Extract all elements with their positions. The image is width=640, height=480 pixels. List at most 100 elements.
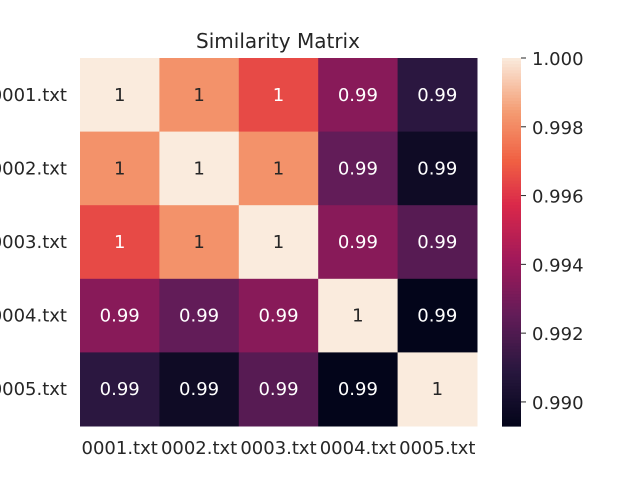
colorbar-slice (502, 315, 521, 320)
colorbar-slice (502, 177, 521, 182)
colorbar-slice (502, 67, 521, 71)
colorbar-slice (502, 281, 521, 286)
heatmap-cell-r2-c2 (159, 131, 240, 206)
colorbar-slice (502, 392, 521, 396)
heatmap-cell-r4-c4 (318, 278, 399, 353)
cell-label-r5-c2: 0.99 (179, 379, 219, 400)
colorbar (502, 58, 521, 427)
colorbar-slice (502, 266, 521, 271)
colorbar-slice (502, 361, 521, 366)
colorbar-slice (502, 214, 521, 219)
colorbar-slice (502, 309, 521, 314)
colorbar-slice (502, 88, 521, 93)
colorbar-slice (502, 174, 521, 179)
colorbar-slice (502, 153, 521, 157)
heatmap-cell-r5-c5 (397, 352, 478, 427)
colorbar-slice (502, 137, 521, 142)
colorbar-slice (502, 168, 521, 173)
heatmap-cell-r1-c4 (318, 58, 399, 133)
colorbar-slice (502, 82, 521, 87)
colorbar-slice (502, 324, 521, 329)
cell-label-r1-c3: 1 (273, 85, 284, 106)
colorbar-slice (502, 306, 521, 311)
cell-label-r2-c1: 1 (114, 158, 125, 179)
y-tick-label: 0003.txt (0, 232, 67, 253)
colorbar-slice (502, 208, 521, 212)
heatmap-cell-r3-c4 (318, 205, 399, 280)
cell-label-r2-c2: 1 (193, 158, 204, 179)
heatmap-cell-r3-c3 (238, 205, 319, 280)
heatmap-cell-r5-c1 (80, 352, 160, 427)
colorbar-slice (502, 413, 521, 418)
colorbar-slice (502, 395, 521, 399)
colorbar-slice (502, 171, 521, 176)
colorbar-slice (502, 254, 521, 258)
colorbar-slice (502, 91, 521, 96)
colorbar-slice (502, 159, 521, 163)
colorbar-slice (502, 202, 521, 206)
cell-label-r1-c4: 0.99 (338, 85, 378, 106)
cell-label-r1-c2: 1 (193, 85, 204, 106)
colorbar-slice (502, 386, 521, 390)
heatmap-cell-r4-c5 (397, 278, 478, 353)
colorbar-slice (502, 272, 521, 277)
colorbar-slice (502, 318, 521, 323)
colorbar-slice (502, 321, 521, 326)
colorbar-slice (502, 407, 521, 412)
colorbar-tick-label: 0.994 (532, 255, 584, 276)
heatmap-cell-r3-c5 (397, 205, 478, 280)
cell-label-r4-c3: 0.99 (258, 306, 298, 327)
colorbar-slice (502, 398, 521, 403)
colorbar-slice (502, 217, 521, 222)
colorbar-slice (502, 79, 521, 84)
cell-label-r2-c5: 0.99 (417, 158, 457, 179)
heatmap-cell-r5-c3 (238, 352, 319, 427)
colorbar-slice (502, 131, 521, 136)
heatmap-cell-r5-c2 (159, 352, 240, 427)
colorbar-slice (502, 100, 521, 105)
colorbar-slice (502, 150, 521, 154)
colorbar-slice (502, 119, 521, 123)
colorbar-slice (502, 248, 521, 252)
colorbar-tick-label: 0.990 (532, 393, 584, 414)
heatmap-cell-r2-c4 (318, 131, 399, 206)
colorbar-slice (502, 192, 521, 197)
colorbar-slice (502, 373, 521, 378)
colorbar-slice (502, 70, 521, 74)
colorbar-slice (502, 73, 521, 77)
colorbar-slice (502, 284, 521, 289)
cell-label-r2-c4: 0.99 (338, 158, 378, 179)
heatmap-cell-r4-c2 (159, 278, 240, 353)
heatmap-cell-r1-c3 (238, 58, 319, 133)
colorbar-slice (502, 162, 521, 166)
heatmap-cells (80, 58, 478, 427)
colorbar-slice (502, 116, 521, 120)
colorbar-slice (502, 220, 521, 225)
colorbar-tick-label: 0.996 (532, 187, 584, 208)
colorbar-tick-label: 1.000 (532, 49, 584, 70)
cell-label-r4-c1: 0.99 (100, 306, 140, 327)
cell-label-r3-c3: 1 (273, 232, 284, 253)
colorbar-slice (502, 199, 521, 203)
colorbar-slice (502, 189, 521, 194)
colorbar-slice (502, 364, 521, 369)
x-tick-label: 0004.txt (320, 438, 396, 459)
colorbar-slice (502, 410, 521, 415)
colorbar-slice (502, 269, 521, 274)
colorbar-slice (502, 235, 521, 240)
x-tick-label: 0003.txt (240, 438, 316, 459)
chart-title: Similarity Matrix (196, 29, 360, 53)
cell-label-r1-c1: 1 (114, 85, 125, 106)
cell-label-r3-c4: 0.99 (338, 232, 378, 253)
colorbar-slice (502, 76, 521, 81)
colorbar-slice (502, 61, 521, 65)
colorbar-slice (502, 94, 521, 99)
cell-label-r3-c1: 1 (114, 232, 125, 253)
colorbar-slice (502, 257, 521, 261)
cell-label-r2-c3: 1 (273, 158, 284, 179)
colorbar-slice (502, 251, 521, 255)
colorbar-slice (502, 297, 521, 301)
colorbar-slice (502, 104, 521, 108)
colorbar-slice (502, 355, 521, 360)
